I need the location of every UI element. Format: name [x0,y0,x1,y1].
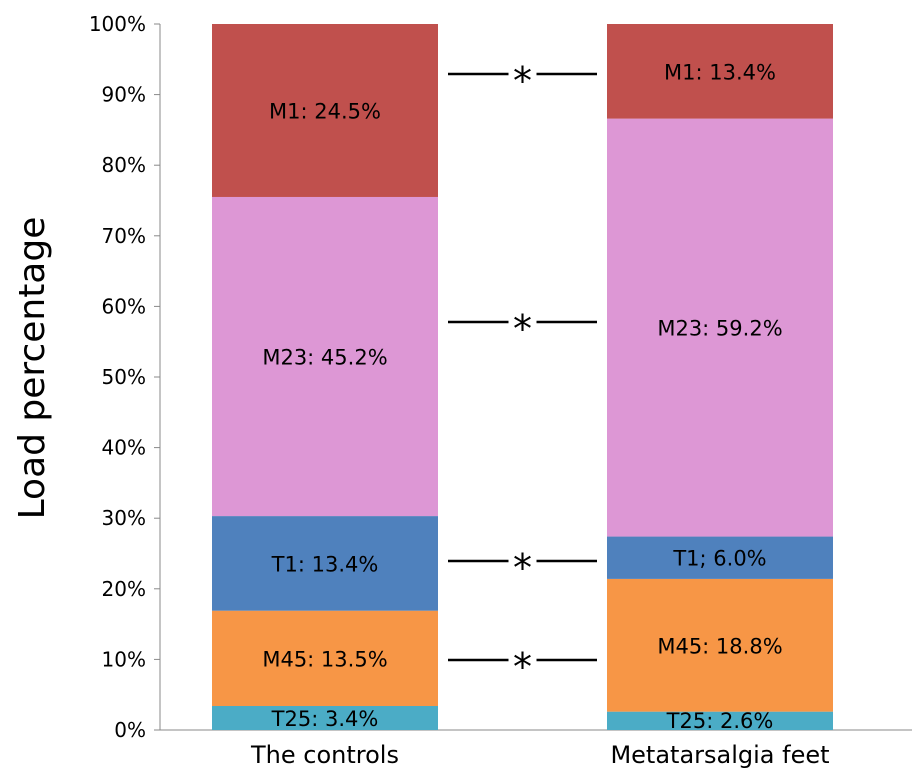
x-category-label: Metatarsalgia feet [610,741,829,769]
bar-segment-label: M45: 13.5% [262,647,387,671]
significance-asterisk: * [513,307,532,351]
bars-group: T25: 3.4% M45: 13.5% T1: 13.4% M23: 45.2% M1… [212,24,833,733]
y-tick-label: 60% [102,294,146,318]
bar-segment-label: T25: 3.4% [271,707,379,731]
y-tick-label: 20% [102,577,146,601]
y-tick-label: 0% [114,718,146,742]
y-tick-label: 70% [102,224,146,248]
significance-asterisk: * [513,645,532,689]
bar-segment-label: M23: 59.2% [657,317,782,341]
x-category-label: The controls [250,741,399,769]
y-tick-label: 30% [102,506,146,530]
bar-segment-label: M1: 13.4% [664,60,776,84]
y-tick-label: 50% [102,365,146,389]
significance-asterisk: * [513,59,532,103]
bar-segment-label: T1; 6.0% [672,547,766,571]
y-axis-title: Load percentage [12,217,53,520]
bar-segment-label: M1: 24.5% [269,99,381,123]
bar-segment-label: M45: 18.8% [657,634,782,658]
significance-markers: * * * * [448,59,597,689]
significance-asterisk: * [513,546,532,590]
y-tick-label: 100% [89,12,146,36]
y-tick-label: 90% [102,83,146,107]
bar-segment-label: T25: 2.6% [666,709,774,733]
bar-segment-label: M23: 45.2% [262,346,387,370]
y-tick-label: 40% [102,436,146,460]
y-tick-label: 10% [102,647,146,671]
y-tick-label: 80% [102,153,146,177]
bar-segment-label: T1: 13.4% [271,552,379,576]
